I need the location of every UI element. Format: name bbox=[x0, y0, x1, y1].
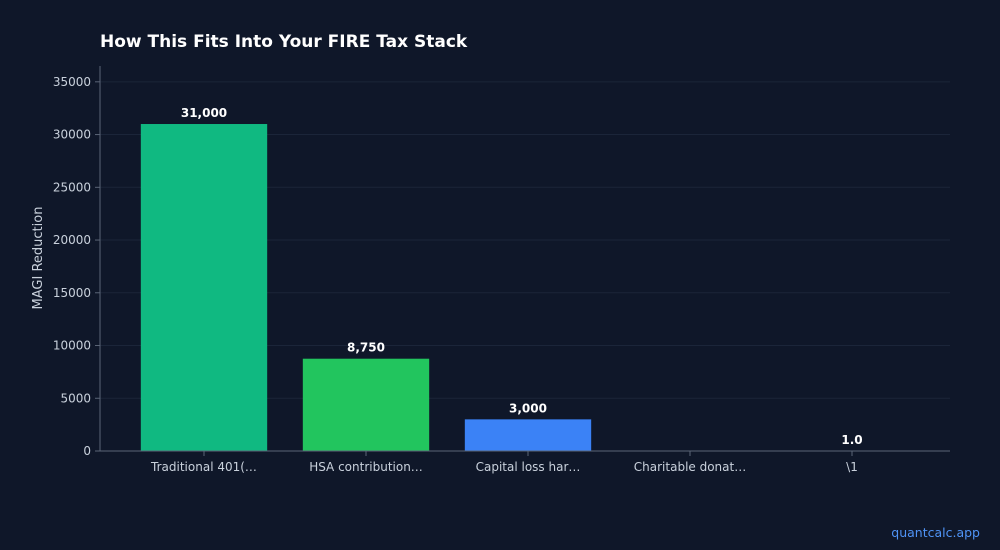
x-tick-label: \1 bbox=[846, 460, 858, 474]
y-tick-label: 15000 bbox=[53, 286, 91, 300]
y-tick-label: 10000 bbox=[53, 339, 91, 353]
y-tick-label: 0 bbox=[83, 444, 91, 458]
bar bbox=[302, 358, 430, 451]
bars bbox=[140, 124, 916, 451]
y-tick-label: 25000 bbox=[53, 180, 91, 194]
data-label: 8,750 bbox=[347, 341, 385, 355]
x-tick-label: Traditional 401(… bbox=[150, 460, 257, 474]
y-ticks: 0 5000 10000 15000 20000 25000 30000 35000 bbox=[53, 75, 100, 458]
data-label: 3,000 bbox=[509, 401, 547, 415]
x-tick-label: Charitable donat… bbox=[634, 460, 746, 474]
x-ticks: Traditional 401(… HSA contribution… Capita… bbox=[150, 451, 858, 474]
chart-title: How This Fits Into Your FIRE Tax Stack bbox=[100, 32, 468, 52]
x-tick-label: HSA contribution… bbox=[309, 460, 423, 474]
y-axis-title: MAGI Reduction bbox=[31, 207, 46, 310]
bar bbox=[140, 124, 268, 451]
watermark: quantcalc.app bbox=[891, 525, 980, 540]
bar bbox=[464, 419, 592, 451]
y-tick-label: 5000 bbox=[60, 391, 91, 405]
data-labels: 31,000 8,750 3,000 1.0 bbox=[181, 106, 863, 447]
data-label: 31,000 bbox=[181, 106, 227, 120]
data-label: 1.0 bbox=[841, 433, 862, 447]
y-tick-label: 30000 bbox=[53, 128, 91, 142]
x-tick-label: Capital loss har… bbox=[476, 460, 581, 474]
y-tick-label: 35000 bbox=[53, 75, 91, 89]
y-tick-label: 20000 bbox=[53, 233, 91, 247]
axes bbox=[99, 66, 950, 452]
